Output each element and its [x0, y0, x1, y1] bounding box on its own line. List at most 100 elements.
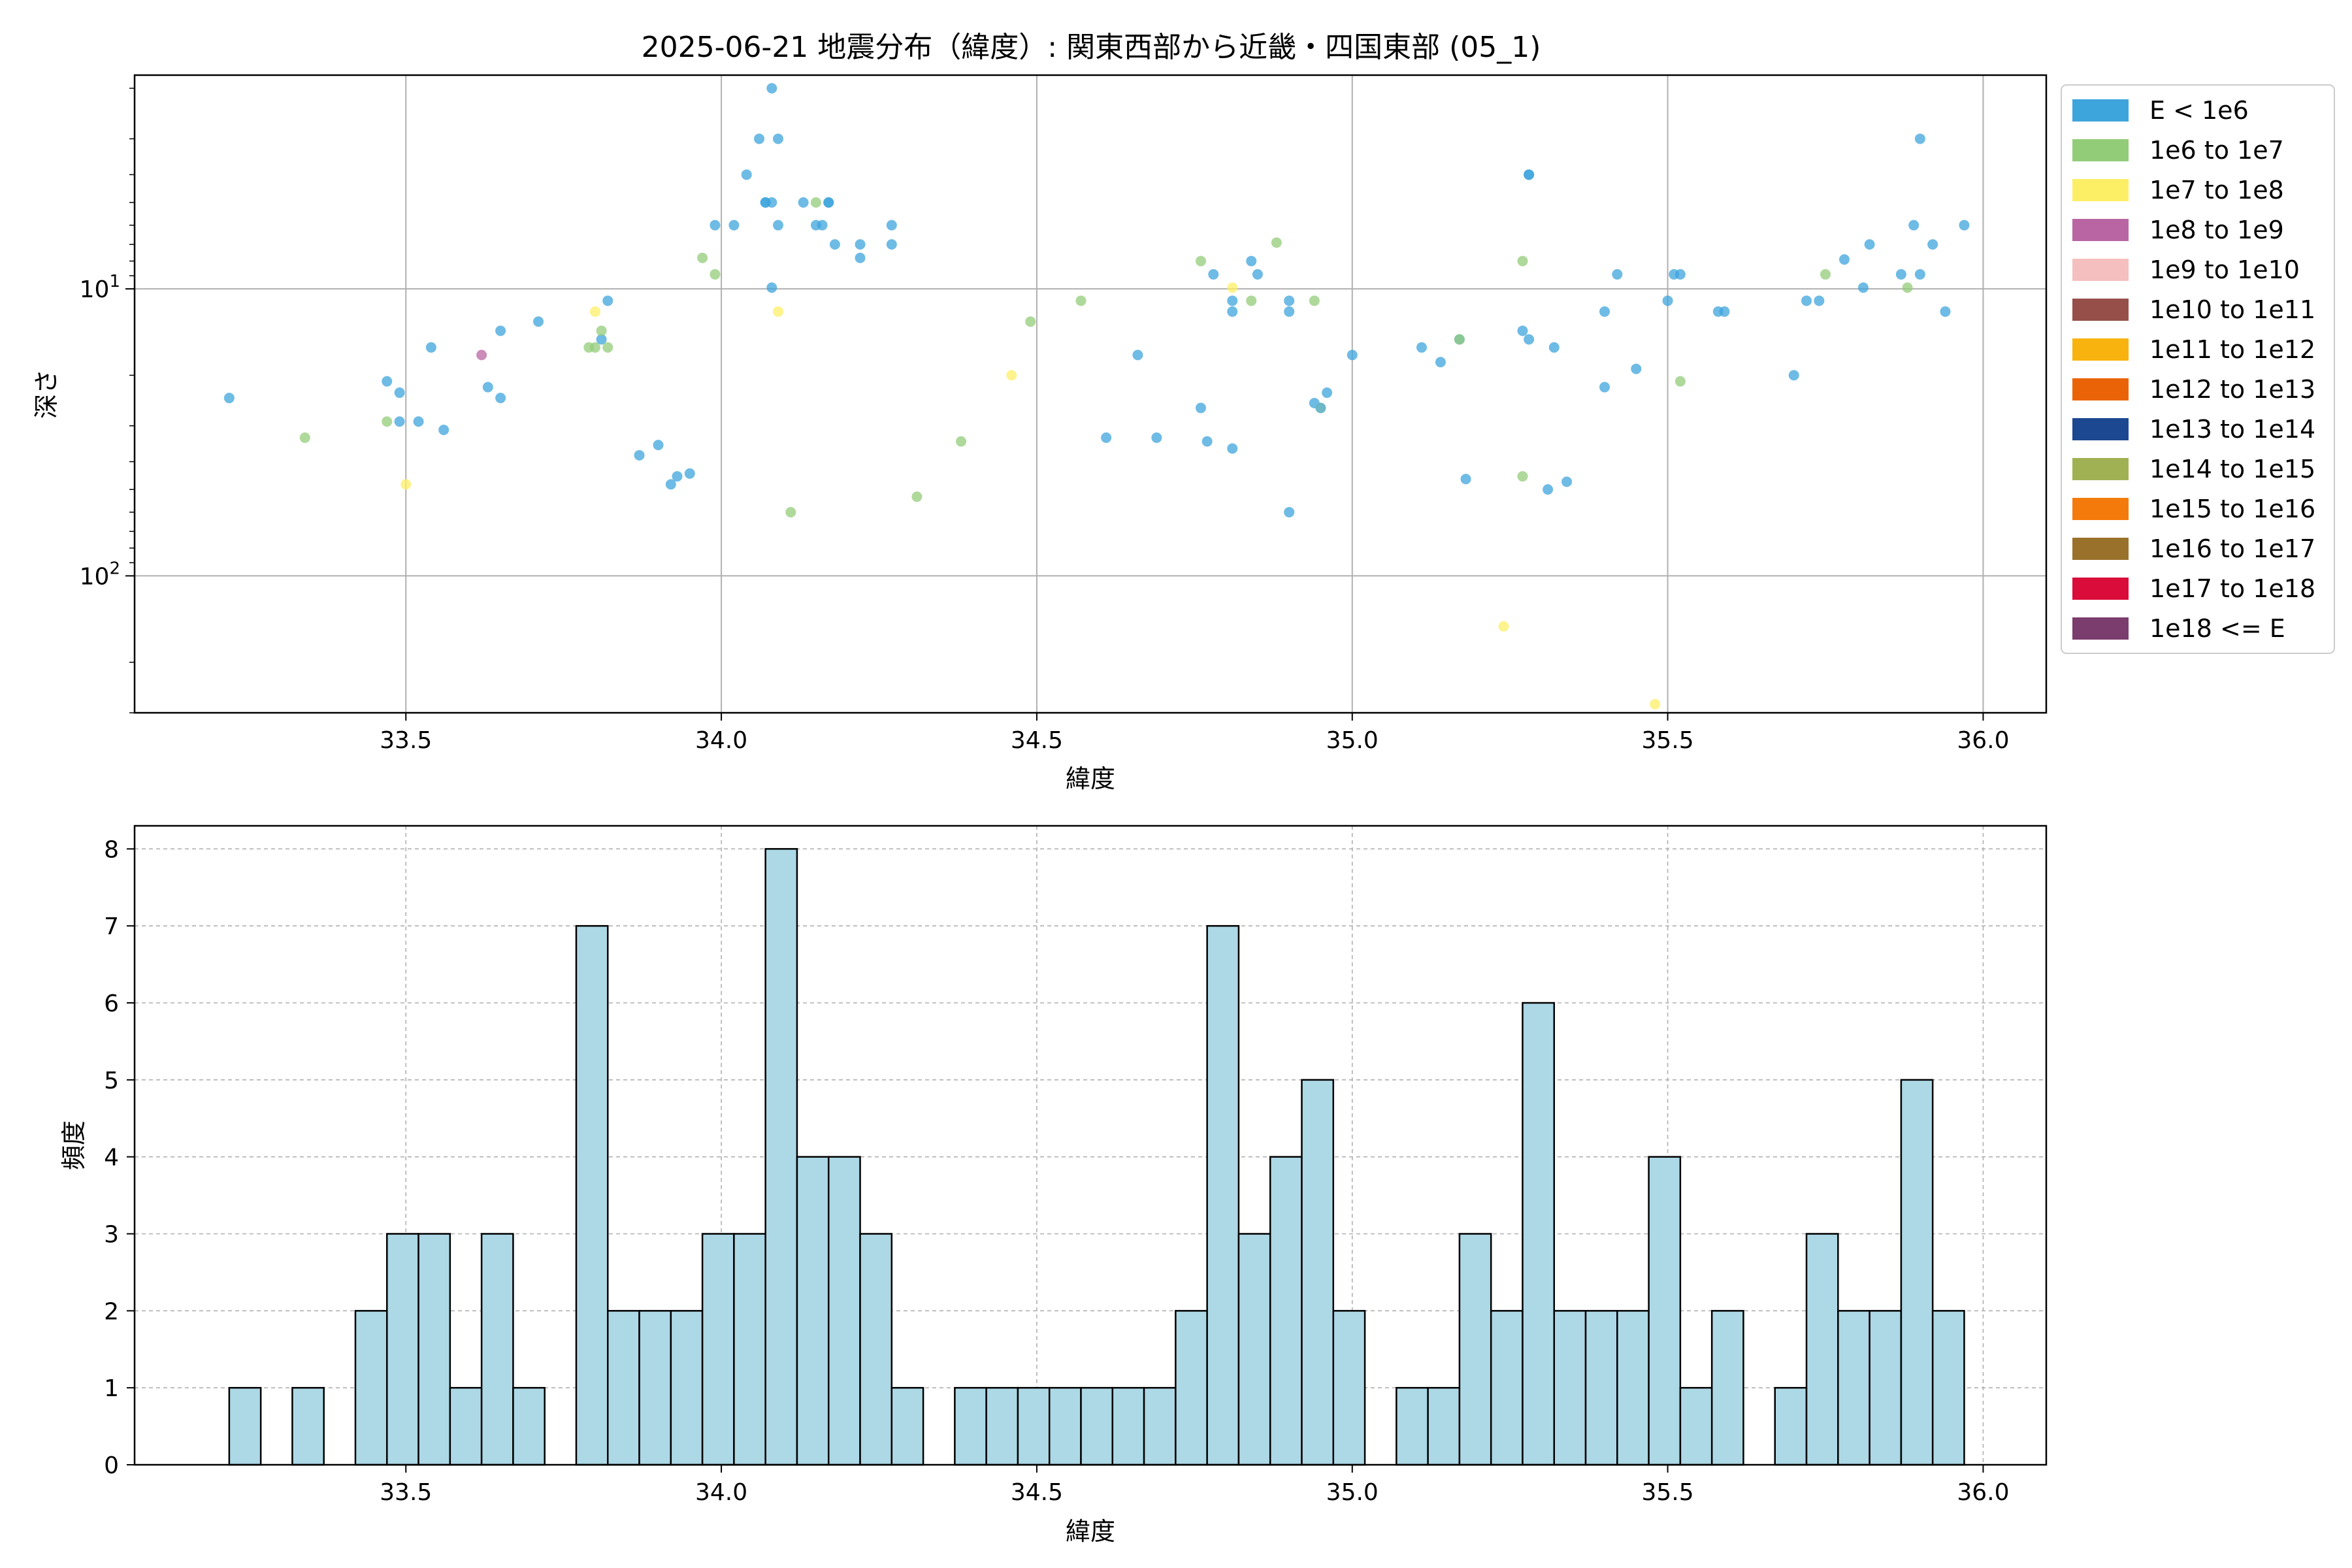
scatter-point: [1914, 133, 1925, 144]
histogram-bar: [1648, 1156, 1682, 1466]
scatter-point: [1227, 295, 1238, 306]
scatter-point: [1612, 269, 1623, 280]
scatter-plot-frame: [133, 74, 2048, 714]
scatter-point: [438, 424, 449, 435]
histogram-bar: [1837, 1310, 1870, 1466]
histogram-x-tick-label: 35.5: [1642, 1479, 1694, 1506]
legend-label: 1e11 to 1e12: [2149, 335, 2315, 364]
histogram-y-tick-label: 8: [104, 836, 119, 863]
legend-box: [2061, 84, 2335, 654]
histogram-bar: [1710, 1310, 1744, 1466]
histogram-bar: [1080, 1386, 1114, 1466]
histogram-y-tick-label: 5: [104, 1068, 119, 1094]
scatter-point: [798, 197, 809, 208]
histogram-bar: [890, 1386, 924, 1466]
scatter-point: [1454, 334, 1465, 345]
legend-label: 1e16 to 1e17: [2149, 534, 2315, 563]
scatter-point: [1857, 282, 1869, 293]
legend-swatch: [2072, 219, 2129, 241]
scatter-point: [1208, 269, 1219, 280]
scatter-point: [886, 220, 897, 231]
scatter-point: [855, 239, 866, 250]
histogram-y-tick-label: 2: [104, 1298, 119, 1325]
legend-label: 1e12 to 1e13: [2149, 375, 2315, 404]
scatter-point: [1820, 269, 1831, 280]
legend-swatch: [2072, 578, 2129, 600]
histogram-bar: [1332, 1310, 1366, 1466]
scatter-point: [425, 342, 436, 353]
legend-swatch: [2072, 617, 2129, 640]
scatter-point: [1025, 316, 1036, 327]
scatter-point: [823, 197, 834, 208]
scatter-point: [741, 169, 752, 180]
scatter-point: [1662, 295, 1673, 306]
scatter-point: [684, 468, 695, 479]
histogram-bar: [1427, 1386, 1461, 1466]
scatter-x-tick-label: 34.0: [695, 727, 747, 754]
histogram-y-tick-label: 1: [104, 1375, 119, 1402]
legend-label: 1e7 to 1e8: [2149, 176, 2284, 204]
histogram-bar: [607, 1310, 640, 1466]
legend-label: E < 1e6: [2149, 96, 2249, 125]
scatter-point: [1864, 239, 1875, 250]
histogram-bar: [1269, 1156, 1303, 1466]
histogram-bar: [1490, 1310, 1524, 1466]
legend-label: 1e17 to 1e18: [2149, 574, 2315, 603]
scatter-point: [1151, 432, 1162, 443]
legend-label: 1e10 to 1e11: [2149, 295, 2315, 324]
histogram-bar: [449, 1386, 483, 1466]
scatter-point: [1927, 239, 1938, 250]
scatter-point: [1416, 342, 1427, 353]
legend-swatch: [2072, 259, 2129, 281]
scatter-point: [1517, 471, 1528, 482]
scatter-point: [1246, 295, 1257, 306]
scatter-point: [1227, 282, 1238, 293]
legend-label: 1e6 to 1e7: [2149, 136, 2284, 165]
legend-swatch: [2072, 299, 2129, 321]
histogram-bar: [701, 1233, 735, 1466]
histogram-bar: [796, 1156, 830, 1466]
scatter-point: [1548, 342, 1560, 353]
histogram-bar: [985, 1386, 1019, 1466]
histogram-y-ticks: 0 1 2 3 4 5 6 7 8: [104, 836, 135, 1479]
histogram-bar: [1396, 1386, 1429, 1466]
histogram-bar: [764, 848, 798, 1466]
scatter-point: [886, 239, 897, 250]
scatter-point: [1599, 382, 1610, 393]
scatter-x-ticks: 33.5 34.0 34.5 35.0 35.5 36.0: [380, 713, 2010, 754]
scatter-point: [1543, 484, 1554, 495]
scatter-point: [1814, 295, 1825, 306]
histogram-x-ticks: 33.5 34.0 34.5 35.0 35.5 36.0: [380, 1465, 2010, 1506]
scatter-point: [817, 220, 828, 231]
scatter-point: [394, 416, 405, 427]
legend-swatch: [2072, 99, 2129, 122]
scatter-x-axis-label: 緯度: [1066, 764, 1115, 793]
legend: E < 1e6 1e6 to 1e7 1e7 to 1e8 1e8 to 1e9 1e9…: [2061, 84, 2335, 654]
histogram-bar: [512, 1386, 546, 1466]
scatter-point: [772, 220, 783, 231]
histogram-y-tick-label: 6: [104, 990, 119, 1017]
legend-label: 1e14 to 1e15: [2149, 455, 2315, 483]
legend-label: 1e13 to 1e14: [2149, 415, 2315, 444]
scatter-point: [382, 376, 393, 387]
histogram-x-tick-label: 34.5: [1011, 1479, 1063, 1506]
histogram-bar: [1175, 1310, 1208, 1466]
scatter-point: [710, 220, 721, 231]
scatter-point: [1195, 255, 1206, 267]
histogram-x-axis-label: 緯度: [1066, 1517, 1115, 1546]
legend-label: 1e9 to 1e10: [2149, 255, 2300, 284]
scatter-point: [1075, 295, 1086, 306]
scatter-point: [672, 471, 683, 482]
histogram-y-axis-label: 頻度: [59, 1120, 88, 1170]
scatter-minor-ticks: [129, 88, 135, 713]
histogram-bar: [1931, 1310, 1965, 1466]
histogram-bars: [228, 848, 1965, 1466]
scatter-point: [1719, 306, 1730, 317]
histogram-bar: [1458, 1233, 1492, 1466]
scatter-point: [596, 334, 607, 345]
histogram-bar: [1301, 1079, 1335, 1466]
scatter-point: [1195, 402, 1206, 414]
scatter-point: [766, 282, 777, 293]
